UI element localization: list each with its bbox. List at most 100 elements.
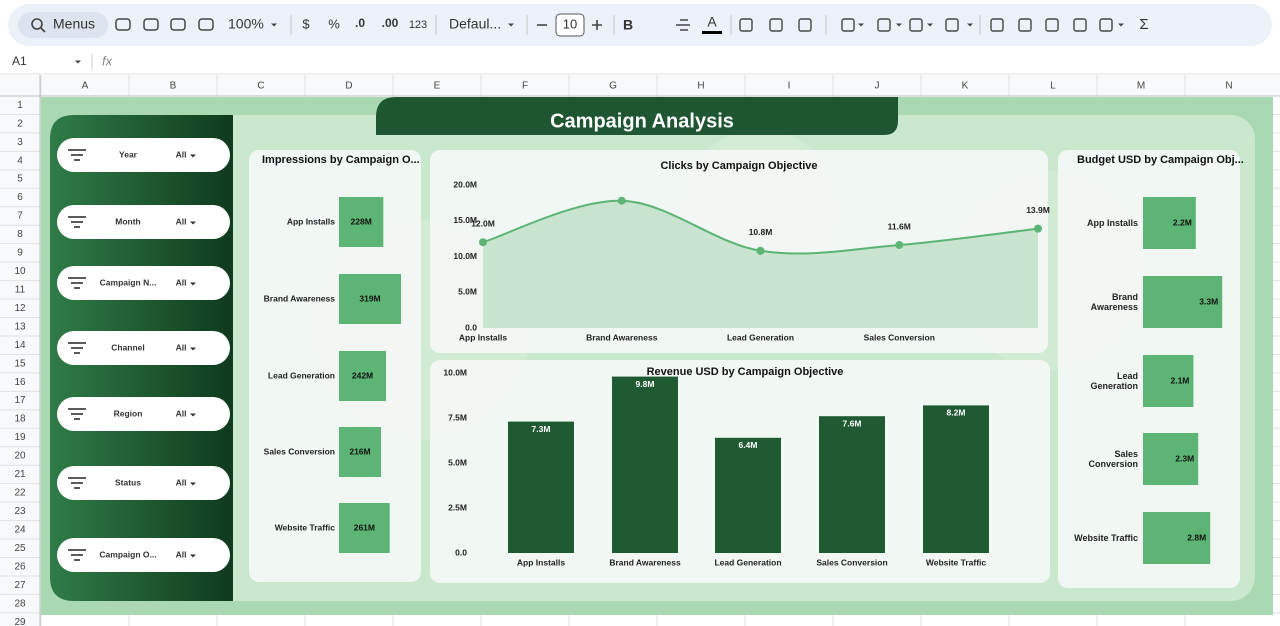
value-label: 3.3M xyxy=(1199,296,1218,306)
name-box: A1 xyxy=(12,54,27,68)
category-label: Sales Conversion xyxy=(1072,439,1138,479)
category-label: Brand Awareness xyxy=(1072,282,1138,322)
y-tick-label: 20.0M xyxy=(453,179,477,189)
column-header: H xyxy=(697,81,704,92)
y-tick-label: 0.0 xyxy=(455,547,467,557)
chart-title: Clicks by Campaign Objective xyxy=(660,160,817,172)
search-label: Menus xyxy=(53,16,95,32)
column-header: K xyxy=(962,81,969,92)
category-label: Lead Generation xyxy=(1072,361,1138,401)
value-label: 7.6M xyxy=(843,418,862,428)
category-label: Sales Conversion xyxy=(816,557,887,567)
row-header: 1 xyxy=(17,100,23,111)
fx-label: fx xyxy=(102,53,113,68)
zoom[interactable]: 100% xyxy=(228,16,264,32)
category-label-box: Website Traffic xyxy=(1072,518,1138,558)
filter-value: All xyxy=(176,342,187,352)
column-header: C xyxy=(257,81,264,92)
value-label: 7.3M xyxy=(532,424,551,434)
column-header: A xyxy=(82,81,89,92)
bar xyxy=(715,438,781,553)
row-header: 19 xyxy=(14,432,26,443)
row-header: 17 xyxy=(14,395,26,406)
increase-decimals[interactable]: .00 xyxy=(382,16,399,30)
column-header-bar xyxy=(0,75,1280,96)
category-label-box: Lead Generation xyxy=(1072,361,1138,401)
category-label: Website Traffic xyxy=(275,522,336,532)
value-label: 2.3M xyxy=(1175,453,1194,463)
row-header: 13 xyxy=(14,321,26,332)
chart-card xyxy=(249,150,421,582)
number-format[interactable]: 123 xyxy=(409,19,427,31)
row-header: 28 xyxy=(14,598,26,609)
row-header: 27 xyxy=(14,580,26,591)
row-header: 10 xyxy=(14,266,26,277)
filter-value: All xyxy=(176,149,187,159)
row-header: 24 xyxy=(14,524,26,535)
row-header: 7 xyxy=(17,211,23,222)
font-select[interactable]: Defaul... xyxy=(449,16,501,32)
category-label: Sales Conversion xyxy=(864,332,935,342)
category-label: App Installs xyxy=(1072,203,1138,243)
value-label: 9.8M xyxy=(636,379,655,389)
row-header: 14 xyxy=(14,340,26,351)
y-tick-label: 2.5M xyxy=(448,502,467,512)
bar xyxy=(508,422,574,553)
text-color-button[interactable]: A xyxy=(707,14,717,30)
percent-button[interactable]: % xyxy=(328,16,340,31)
row-header: 22 xyxy=(14,488,26,499)
filter-value: All xyxy=(176,216,187,226)
y-tick-label: 10.0M xyxy=(443,367,467,377)
chart-title: Budget USD by Campaign Obj... xyxy=(1077,154,1244,166)
dashboard-title: Campaign Analysis xyxy=(550,110,734,132)
column-header: F xyxy=(522,81,528,92)
value-label: 12.0M xyxy=(471,218,495,228)
y-tick-label: 5.0M xyxy=(458,287,477,297)
font-size[interactable]: 10 xyxy=(563,16,577,31)
y-tick-label: 5.0M xyxy=(448,457,467,467)
category-label: Sales Conversion xyxy=(264,446,335,456)
point xyxy=(1034,225,1042,233)
filter-label: Status xyxy=(115,477,141,487)
row-header: 3 xyxy=(17,137,23,148)
filter-label: Campaign O... xyxy=(99,549,156,559)
decrease-decimals[interactable]: .0 xyxy=(355,16,365,30)
category-label: Website Traffic xyxy=(926,557,987,567)
value-label: 2.2M xyxy=(1173,217,1192,227)
filter-label: Campaign N... xyxy=(100,277,157,287)
value-label: 13.9M xyxy=(1026,205,1050,215)
filter-value: All xyxy=(176,277,187,287)
category-label-box: Brand Awareness xyxy=(1072,282,1138,322)
y-tick-label: 10.0M xyxy=(453,251,477,261)
column-header: B xyxy=(170,81,177,92)
chart-title: Revenue USD by Campaign Objective xyxy=(647,366,844,378)
row-header: 21 xyxy=(14,469,26,480)
row-header: 20 xyxy=(14,451,26,462)
category-label: Brand Awareness xyxy=(264,293,336,303)
row-header: 12 xyxy=(14,303,26,314)
category-label: App Installs xyxy=(287,216,335,226)
row-header: 5 xyxy=(17,174,23,185)
currency-button[interactable]: $ xyxy=(302,16,310,31)
value-label: 10.8M xyxy=(749,227,773,237)
filter-value: All xyxy=(176,477,187,487)
column-header: I xyxy=(788,81,791,92)
y-tick-label: 7.5M xyxy=(448,412,467,422)
chart-title: Impressions by Campaign O... xyxy=(262,154,420,166)
column-header: N xyxy=(1225,81,1232,92)
column-header: G xyxy=(609,81,617,92)
column-header: J xyxy=(875,81,880,92)
point xyxy=(618,197,626,205)
category-label: Brand Awareness xyxy=(586,332,658,342)
value-label: 11.6M xyxy=(888,221,911,231)
row-header: 18 xyxy=(14,414,26,425)
row-header: 11 xyxy=(15,284,26,295)
row-header: 8 xyxy=(17,229,23,240)
y-tick-label: 0.0 xyxy=(465,322,477,332)
category-label-box: Sales Conversion xyxy=(1072,439,1138,479)
functions-button[interactable]: Σ xyxy=(1139,16,1148,33)
bold-button[interactable]: B xyxy=(623,17,633,33)
column-header: E xyxy=(434,81,441,92)
point xyxy=(757,247,765,255)
category-label: App Installs xyxy=(459,332,507,342)
